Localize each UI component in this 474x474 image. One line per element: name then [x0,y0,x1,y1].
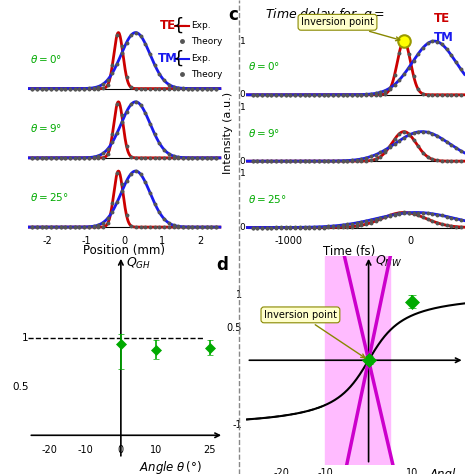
Text: Time (fs): Time (fs) [323,245,375,258]
Text: 0: 0 [239,223,245,232]
Text: Angl: Angl [429,468,456,474]
Text: 10: 10 [150,445,163,455]
Text: {: { [173,17,184,35]
Text: $\theta=25°$: $\theta=25°$ [248,193,286,205]
Text: 0: 0 [239,91,245,99]
Text: TE: TE [434,12,450,25]
Text: TM: TM [434,31,454,44]
Text: 25: 25 [203,445,216,455]
Text: $\theta=25°$: $\theta=25°$ [30,191,69,203]
Text: -20: -20 [42,445,58,455]
Text: $\theta=9°$: $\theta=9°$ [30,122,62,134]
Text: Intensity (a.u.): Intensity (a.u.) [223,91,233,174]
Text: 1: 1 [239,103,245,112]
Text: -10: -10 [77,445,93,455]
Text: 0: 0 [121,236,127,246]
Text: Angle $\theta\,(°)$: Angle $\theta\,(°)$ [139,459,202,474]
Text: Theory: Theory [191,70,222,79]
Text: Exp.: Exp. [191,21,211,30]
Text: d: d [216,256,228,274]
Text: 1: 1 [159,236,165,246]
Text: $\theta=0°$: $\theta=0°$ [248,60,280,73]
Text: -1: -1 [232,420,242,430]
Bar [325,256,391,465]
Text: -1: -1 [81,236,91,246]
Text: Exp.: Exp. [191,55,211,64]
Text: 1: 1 [236,290,242,300]
Text: 1: 1 [239,169,245,178]
Text: {: { [173,50,184,68]
Text: $Q_{NW}$: $Q_{NW}$ [375,254,402,269]
Text: $\theta=0°$: $\theta=0°$ [30,53,62,65]
Text: 0: 0 [239,157,245,165]
Text: c: c [228,6,238,24]
Text: TE: TE [160,19,176,32]
Text: 0: 0 [407,236,413,246]
Text: $\theta=9°$: $\theta=9°$ [248,127,280,139]
Text: Inversion point: Inversion point [264,310,365,358]
Text: 2: 2 [198,236,204,246]
Text: 0.5: 0.5 [12,382,28,392]
Text: Time delay for  $q =$: Time delay for $q =$ [264,6,384,23]
Text: TM: TM [158,53,178,65]
Text: -2: -2 [43,236,53,246]
Text: -1000: -1000 [275,236,303,246]
Text: 1: 1 [22,333,28,343]
Text: $Q_{GH}$: $Q_{GH}$ [126,256,151,271]
Text: Position (mm): Position (mm) [83,244,165,257]
Text: -20: -20 [273,468,289,474]
Text: 10: 10 [406,468,419,474]
Text: Inversion point: Inversion point [301,17,400,41]
Text: -10: -10 [317,468,333,474]
Text: 0: 0 [118,445,124,455]
Text: 1: 1 [239,36,245,46]
Text: Theory: Theory [191,36,222,46]
Text: 0.5: 0.5 [227,323,242,333]
